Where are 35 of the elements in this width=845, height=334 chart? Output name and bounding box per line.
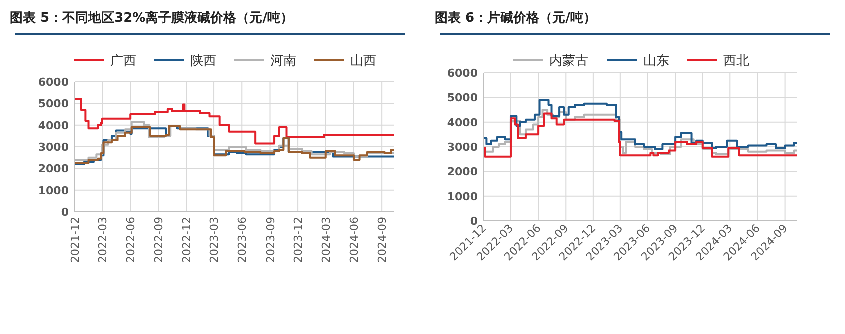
x-tick-label: 2024-09 bbox=[376, 217, 390, 263]
x-tick-label: 2022-06 bbox=[124, 217, 138, 263]
x-tick-label: 2023-12 bbox=[292, 217, 306, 263]
legend-label: 山西 bbox=[350, 54, 376, 69]
y-tick-label: 6000 bbox=[447, 67, 478, 80]
y-tick-label: 2000 bbox=[38, 162, 70, 176]
legend-label: 河南 bbox=[270, 54, 296, 69]
y-tick-label: 5000 bbox=[447, 92, 478, 105]
y-tick-label: 6000 bbox=[38, 76, 70, 89]
x-tick-label: 2022-03 bbox=[96, 217, 110, 263]
legend-label: 西北 bbox=[724, 54, 750, 69]
legend-label: 山东 bbox=[644, 54, 670, 69]
y-tick-label: 5000 bbox=[38, 98, 70, 111]
x-tick-label: 2023-09 bbox=[264, 217, 278, 263]
legend-label: 内蒙古 bbox=[550, 54, 588, 69]
x-tick-label: 2024-06 bbox=[348, 217, 361, 263]
y-tick-label: 0 bbox=[61, 206, 70, 219]
x-tick-label: 2024-03 bbox=[320, 217, 333, 263]
x-tick-label: 2022-12 bbox=[180, 217, 194, 263]
y-tick-label: 4000 bbox=[447, 116, 478, 130]
y-tick-label: 2000 bbox=[447, 166, 478, 179]
y-tick-label: 3000 bbox=[447, 141, 478, 154]
y-tick-label: 0 bbox=[470, 215, 478, 228]
chart-title: 图表 6：片碱价格（元/吨） bbox=[435, 11, 596, 26]
x-tick-label: 2022-09 bbox=[152, 217, 166, 263]
legend-label: 陕西 bbox=[190, 54, 216, 69]
x-tick-label: 2023-03 bbox=[208, 217, 222, 263]
y-tick-label: 4000 bbox=[38, 119, 70, 132]
chart-title: 图表 5：不同地区32%离子膜液碱价格（元/吨） bbox=[10, 10, 294, 26]
x-tick-label: 2023-06 bbox=[236, 217, 250, 263]
x-tick-label: 2021-12 bbox=[69, 217, 82, 263]
y-tick-label: 1000 bbox=[38, 184, 70, 198]
legend-label: 广西 bbox=[110, 54, 136, 69]
y-tick-label: 1000 bbox=[447, 190, 478, 204]
y-tick-label: 3000 bbox=[38, 141, 70, 154]
